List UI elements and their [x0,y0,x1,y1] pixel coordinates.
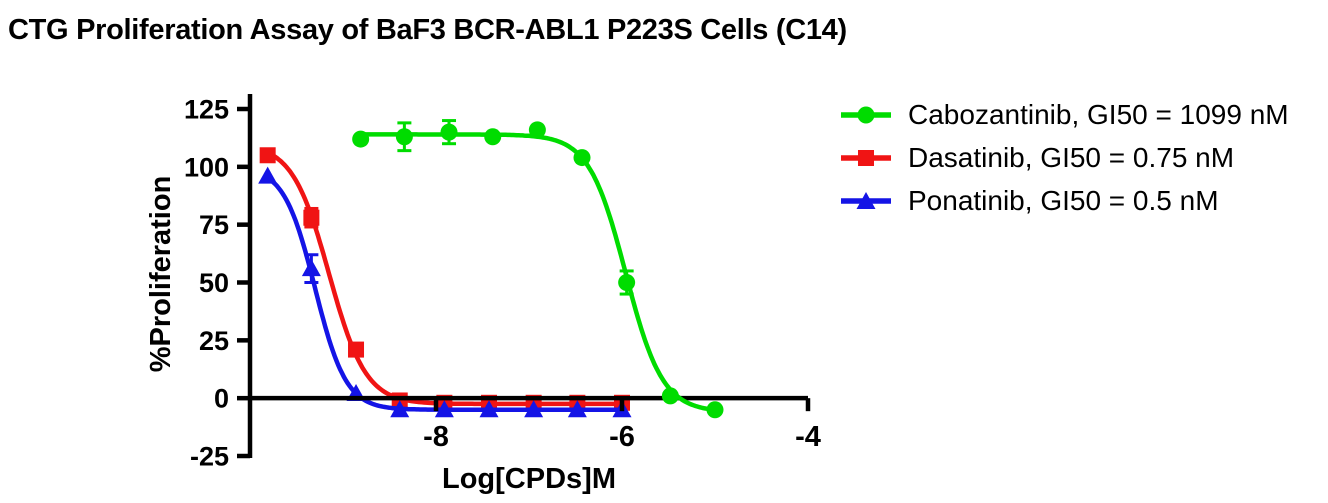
data-point [528,121,546,139]
data-point [395,128,413,146]
data-point [258,166,278,184]
data-point [484,128,502,146]
data-point [434,400,454,418]
series-dasatinib [259,147,630,411]
data-point [301,259,321,277]
y-tick-label: -25 [190,442,229,472]
y-tick-label: 0 [214,384,229,414]
y-tick-label: 25 [199,326,229,356]
data-point [348,341,365,358]
legend-item-cabozantinib: Cabozantinib, GI50 = 1099 nM [840,98,1289,132]
data-point [661,387,679,405]
data-point [706,401,724,419]
y-tick-label: 125 [184,95,229,125]
legend-marker-triangle-icon [841,192,891,209]
y-axis-title: %Proliferation [145,176,177,373]
axis-labels: 125 100 75 50 25 0 -25 -8 -6 -4 Log[CPDs]M %Prolife… [145,95,821,496]
data-point [390,400,410,418]
legend-item-dasatinib: Dasatinib, GI50 = 0.75 nM [840,141,1289,175]
data-point [352,130,370,148]
axes [237,94,811,459]
data-point [303,209,320,226]
series-cabozantinib-curve [358,132,717,413]
legend-item-ponatinib: Ponatinib, GI50 = 0.5 nM [840,184,1289,218]
data-point [524,400,544,418]
series-cabozantinib [352,119,724,419]
x-axis-title: Log[CPDs]M [442,463,616,495]
chart-title: CTG Proliferation Assay of BaF3 BCR-ABL1… [8,14,847,46]
legend-marker-square-icon [841,150,891,166]
data-point [618,274,636,291]
x-tick-label: -6 [609,421,635,453]
data-point [440,123,458,141]
legend-label-cabozantinib: Cabozantinib, GI50 = 1099 nM [908,99,1289,130]
y-tick-label: 100 [184,152,229,182]
data-point [573,149,591,167]
legend: Cabozantinib, GI50 = 1099 nM Dasatinib, … [840,98,1289,227]
y-tick-label: 50 [199,268,229,298]
data-point [567,400,587,418]
data-point [479,400,499,418]
y-tick-label: 75 [199,210,229,240]
legend-label-ponatinib: Ponatinib, GI50 = 0.5 nM [908,185,1219,216]
series-ponatinib [258,166,632,418]
data-point [259,147,276,164]
series-dasatinib-curve [265,150,624,407]
x-tick-label: -4 [795,421,821,453]
x-tick-label: -8 [423,421,449,453]
legend-marker-circle-icon [841,106,891,124]
legend-label-dasatinib: Dasatinib, GI50 = 0.75 nM [908,142,1235,173]
series-ponatinib-curve [265,175,624,412]
